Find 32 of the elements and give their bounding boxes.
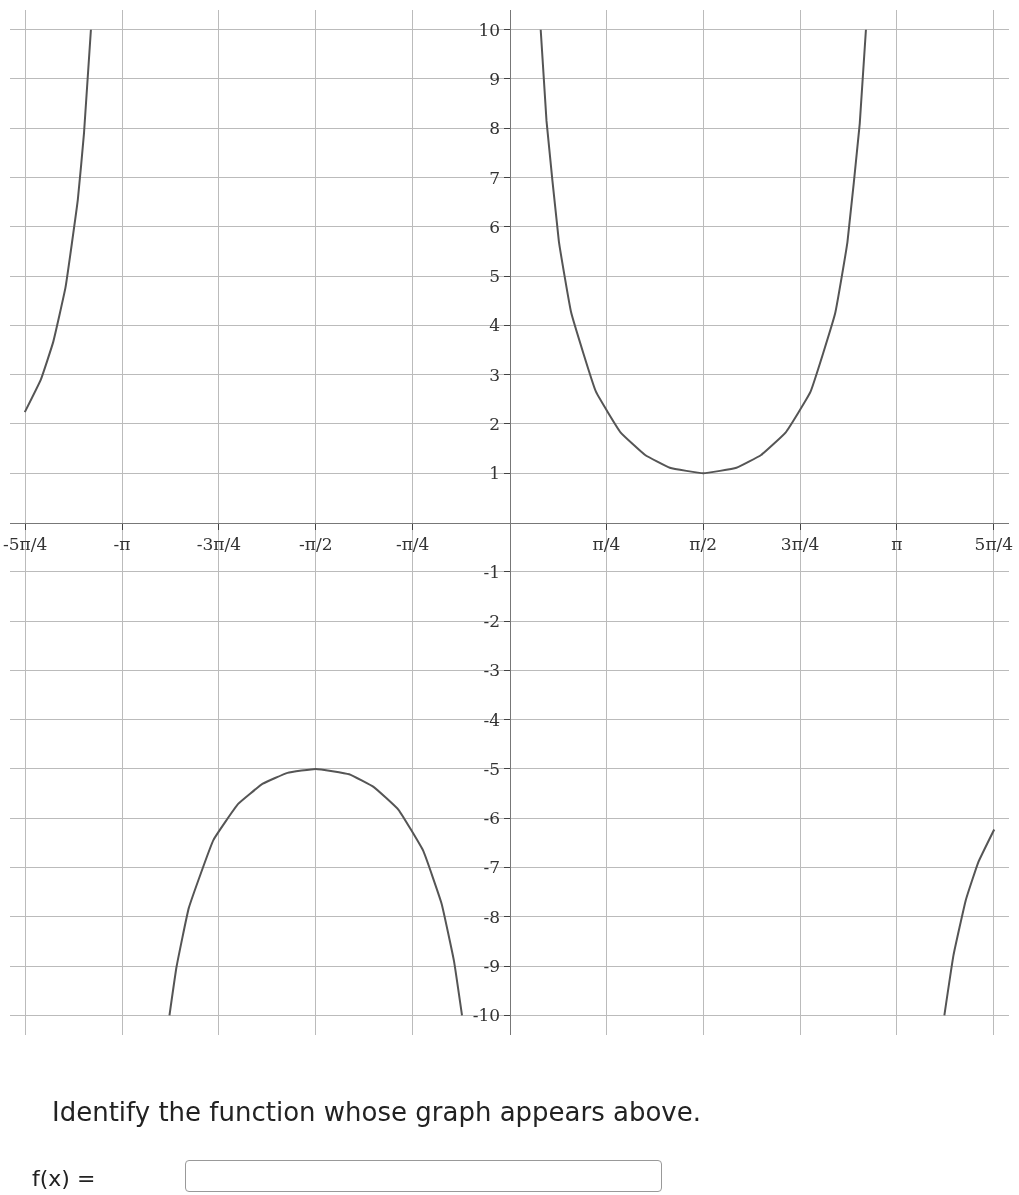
x-tick-label: -π (113, 533, 131, 554)
y-tick-label: 9 (489, 68, 501, 89)
x-tick-label: -3π/4 (196, 533, 242, 554)
x-tick-label: 3π/4 (780, 533, 820, 554)
y-tick-label: -10 (472, 1005, 501, 1026)
x-tick-label: π (891, 533, 903, 554)
text: f(x) = (32, 1166, 96, 1191)
y-tick-label: -7 (483, 857, 501, 878)
x-tick-label: -5π/4 (3, 533, 48, 554)
y-tick-label: -6 (483, 808, 501, 829)
y-tick-label: 10 (478, 19, 501, 40)
y-tick-label: 7 (489, 167, 501, 188)
x-tick-label: 5π/4 (974, 533, 1014, 554)
text: Identify the function whose graph appears above. (52, 1097, 702, 1127)
y-tick-label: 2 (489, 413, 501, 434)
y-tick-label: -3 (483, 660, 501, 681)
y-tick-label: 6 (489, 216, 501, 237)
y-tick-label: -4 (483, 709, 501, 730)
y-tick-label: 3 (489, 364, 501, 385)
y-tick-label: 4 (489, 315, 501, 336)
x-tick-label: π/4 (592, 533, 621, 554)
y-tick-label: -2 (483, 611, 501, 632)
y-tick-label: -9 (483, 955, 501, 976)
x-tick-label: π/2 (689, 533, 718, 554)
y-tick-label: -5 (483, 758, 501, 779)
y-tick-label: 8 (489, 118, 501, 139)
y-tick-label: -1 (483, 561, 501, 582)
y-tick-label: 5 (489, 266, 501, 287)
y-tick-label: -8 (483, 906, 501, 927)
y-tick-label: 1 (489, 463, 501, 484)
x-tick-label: -π/2 (299, 533, 333, 554)
x-tick-label: -π/4 (395, 533, 430, 554)
